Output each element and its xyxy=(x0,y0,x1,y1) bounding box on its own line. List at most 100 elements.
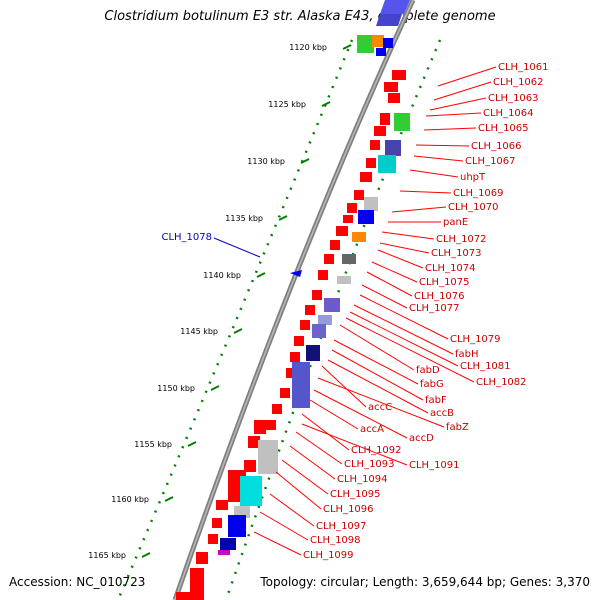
gene-label[interactable]: accD xyxy=(409,433,434,444)
gene-label-leader xyxy=(429,97,487,111)
gene-label[interactable]: CLH_1082 xyxy=(476,377,527,388)
gene-label[interactable]: CLH_1096 xyxy=(323,504,374,515)
gene-feature[interactable] xyxy=(228,515,246,537)
gene-feature[interactable] xyxy=(280,388,290,398)
gene-feature[interactable] xyxy=(392,70,406,80)
gene-label[interactable]: CLH_1070 xyxy=(448,202,499,213)
gene-feature[interactable] xyxy=(212,518,222,528)
gene-feature[interactable] xyxy=(388,93,400,103)
gene-feature[interactable] xyxy=(343,215,353,223)
gene-label[interactable]: accC xyxy=(368,402,392,413)
gene-label[interactable]: CLH_1077 xyxy=(409,303,460,314)
gene-feature[interactable] xyxy=(330,240,340,250)
gene-feature[interactable] xyxy=(294,336,304,346)
gene-feature[interactable] xyxy=(176,592,190,600)
gene-feature[interactable] xyxy=(384,82,398,92)
gene-feature[interactable] xyxy=(347,203,357,213)
reverse-gene-label[interactable]: CLH_1078 xyxy=(161,232,212,243)
gene-feature[interactable] xyxy=(312,324,326,338)
gene-feature[interactable] xyxy=(324,298,340,312)
gene-label[interactable]: CLH_1094 xyxy=(337,474,388,485)
gene-label[interactable]: CLH_1065 xyxy=(478,123,529,134)
gene-label[interactable]: panE xyxy=(443,217,468,228)
gene-feature[interactable] xyxy=(306,345,320,361)
gene-feature[interactable] xyxy=(216,500,228,510)
gene-label[interactable]: CLH_1092 xyxy=(351,445,402,456)
gene-feature[interactable] xyxy=(220,538,236,550)
gene-label[interactable]: CLH_1075 xyxy=(419,277,470,288)
gene-feature[interactable] xyxy=(380,0,410,14)
gene-feature[interactable] xyxy=(358,210,374,224)
gene-feature[interactable] xyxy=(354,190,364,200)
gene-feature[interactable] xyxy=(292,362,310,408)
gene-feature[interactable] xyxy=(208,534,218,544)
gene-feature[interactable] xyxy=(374,126,386,136)
reverse-gene-feature[interactable] xyxy=(290,270,302,277)
gene-feature[interactable] xyxy=(218,550,230,555)
gene-label[interactable]: CLH_1062 xyxy=(493,77,544,88)
gene-label[interactable]: accA xyxy=(360,424,384,435)
kbp-tick-mark xyxy=(321,101,331,107)
gene-label[interactable]: fabF xyxy=(425,395,447,406)
gene-feature[interactable] xyxy=(312,290,322,300)
gene-feature[interactable] xyxy=(240,476,262,506)
gene-label[interactable]: fabH xyxy=(455,349,479,360)
gene-feature[interactable] xyxy=(254,420,266,434)
gene-feature[interactable] xyxy=(196,552,208,564)
gene-feature[interactable] xyxy=(394,113,410,131)
gene-feature[interactable] xyxy=(248,436,260,448)
gene-feature[interactable] xyxy=(318,270,328,280)
gene-feature[interactable] xyxy=(258,440,278,474)
gene-feature[interactable] xyxy=(380,113,390,125)
gene-feature[interactable] xyxy=(342,254,356,264)
gene-label[interactable]: CLH_1097 xyxy=(316,521,367,532)
gene-label[interactable]: CLH_1099 xyxy=(303,550,354,561)
gene-feature[interactable] xyxy=(286,368,296,378)
gene-label[interactable]: CLH_1091 xyxy=(409,460,460,471)
gene-feature[interactable] xyxy=(190,568,204,600)
gene-label[interactable]: CLH_1072 xyxy=(436,234,487,245)
gene-label[interactable]: CLH_1061 xyxy=(498,62,549,73)
gene-label[interactable]: uhpT xyxy=(460,172,486,183)
gene-label[interactable]: CLH_1093 xyxy=(344,459,395,470)
gene-label[interactable]: CLH_1098 xyxy=(310,535,361,546)
gene-feature[interactable] xyxy=(376,14,402,26)
gene-feature[interactable] xyxy=(318,315,332,325)
gene-label[interactable]: CLH_1081 xyxy=(460,361,511,372)
gene-label[interactable]: fabZ xyxy=(446,422,469,433)
gene-label[interactable]: CLH_1073 xyxy=(431,248,482,259)
gene-feature[interactable] xyxy=(305,305,315,315)
gene-label[interactable]: CLH_1074 xyxy=(425,263,476,274)
gene-feature[interactable] xyxy=(290,352,300,362)
gene-label[interactable]: CLH_1067 xyxy=(465,156,516,167)
gene-feature[interactable] xyxy=(366,158,376,168)
gene-label[interactable]: CLH_1066 xyxy=(471,141,522,152)
gene-feature[interactable] xyxy=(337,276,351,284)
gene-feature[interactable] xyxy=(272,404,282,414)
gene-feature[interactable] xyxy=(244,460,256,472)
gene-feature[interactable] xyxy=(383,38,393,48)
gene-feature[interactable] xyxy=(324,254,334,264)
gene-label[interactable]: CLH_1079 xyxy=(450,334,501,345)
gene-feature[interactable] xyxy=(336,226,348,236)
gene-feature[interactable] xyxy=(360,172,372,182)
gene-label[interactable]: fabD xyxy=(416,365,440,376)
gene-feature[interactable] xyxy=(378,155,396,173)
gene-feature[interactable] xyxy=(357,35,374,53)
gene-feature[interactable] xyxy=(385,140,401,156)
gene-feature[interactable] xyxy=(352,232,366,242)
gene-label[interactable]: CLH_1063 xyxy=(488,93,539,104)
gene-label[interactable]: fabG xyxy=(420,379,444,390)
gene-feature[interactable] xyxy=(372,35,384,47)
gene-label[interactable]: CLH_1095 xyxy=(330,489,381,500)
kbp-tick-mark xyxy=(233,328,243,334)
gene-feature[interactable] xyxy=(376,48,386,56)
gene-label[interactable]: CLH_1064 xyxy=(483,108,534,119)
gene-label[interactable]: CLH_1069 xyxy=(453,188,504,199)
gene-label[interactable]: CLH_1076 xyxy=(414,291,465,302)
gene-feature[interactable] xyxy=(266,420,276,430)
gene-feature[interactable] xyxy=(370,140,380,150)
gene-feature[interactable] xyxy=(300,320,310,330)
gene-feature[interactable] xyxy=(364,197,378,211)
gene-label[interactable]: accB xyxy=(430,408,454,419)
